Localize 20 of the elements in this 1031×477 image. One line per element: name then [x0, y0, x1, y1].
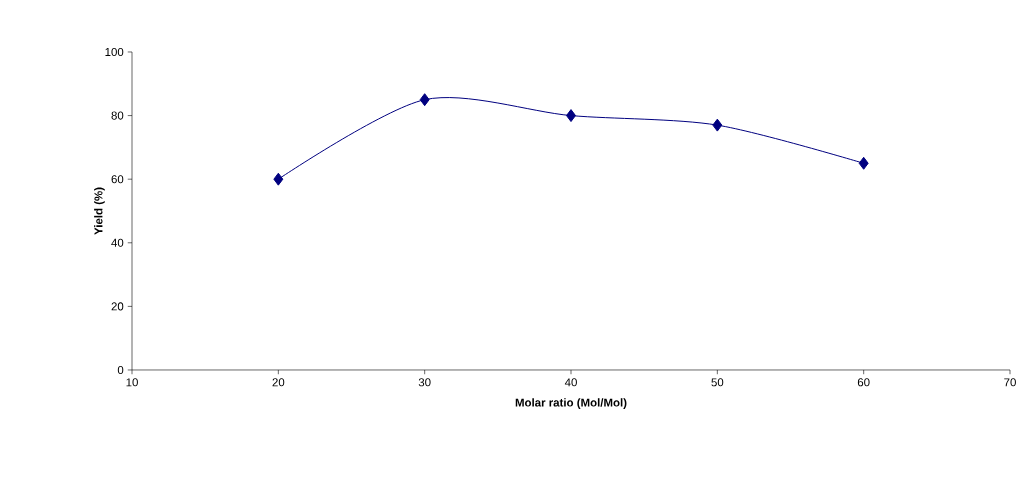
x-axis-title: Molar ratio (Mol/Mol): [515, 398, 627, 409]
x-tick-label: 50: [711, 378, 724, 387]
y-tick-label: 0: [117, 365, 124, 375]
x-tick-label: 10: [126, 378, 138, 387]
y-tick-label: 40: [111, 238, 124, 247]
y-tick-label: 20: [111, 302, 124, 311]
x-tick-label: 40: [564, 378, 577, 387]
x-tick-label: 60: [857, 378, 870, 387]
y-tick-label: 60: [111, 175, 124, 184]
y-axis-title: Yield (%): [94, 187, 105, 235]
y-tick-label: 80: [111, 111, 124, 120]
point: [858, 156, 869, 170]
x-tick-label: 70: [1004, 378, 1016, 387]
x-tick-label: 30: [418, 378, 431, 387]
point: [419, 93, 430, 107]
x-tick-label: 20: [272, 378, 285, 387]
y-tick-label: 100: [105, 47, 124, 57]
point: [712, 118, 723, 132]
point: [273, 172, 284, 186]
point: [566, 109, 576, 123]
